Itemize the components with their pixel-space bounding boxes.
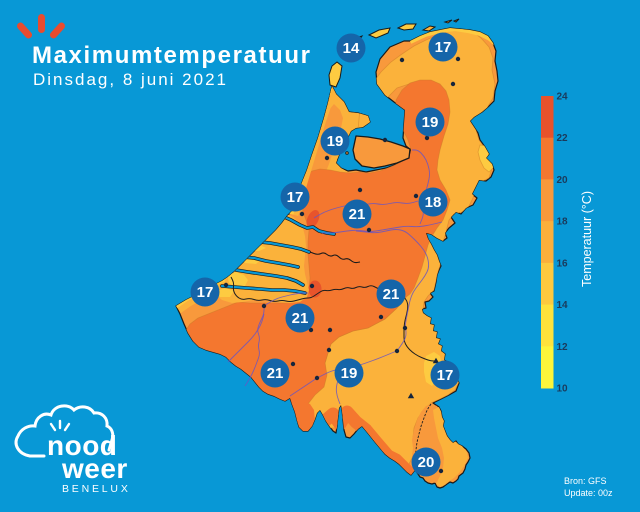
svg-text:17: 17 xyxy=(437,367,454,384)
svg-text:BENELUX: BENELUX xyxy=(62,483,131,495)
svg-text:Dinsdag, 8 juni 2021: Dinsdag, 8 juni 2021 xyxy=(33,70,228,89)
svg-text:weer: weer xyxy=(61,453,128,484)
svg-text:19: 19 xyxy=(341,365,358,382)
svg-text:nood: nood xyxy=(47,430,117,461)
svg-text:Maximumtemperatuur: Maximumtemperatuur xyxy=(32,42,312,69)
svg-text:21: 21 xyxy=(383,286,400,303)
svg-text:19: 19 xyxy=(327,133,344,150)
svg-text:19: 19 xyxy=(422,114,439,131)
svg-text:14: 14 xyxy=(343,40,360,57)
svg-text:18: 18 xyxy=(557,217,569,228)
svg-text:22: 22 xyxy=(557,133,569,144)
svg-text:20: 20 xyxy=(418,454,435,471)
svg-text:24: 24 xyxy=(557,92,569,103)
svg-text:Update: 00z: Update: 00z xyxy=(564,488,613,498)
svg-text:21: 21 xyxy=(292,310,309,327)
svg-text:Temperatuur (°C): Temperatuur (°C) xyxy=(580,191,594,287)
svg-text:17: 17 xyxy=(435,39,452,56)
svg-text:Bron: GFS: Bron: GFS xyxy=(564,476,607,486)
svg-text:17: 17 xyxy=(197,284,214,301)
svg-text:14: 14 xyxy=(557,300,569,311)
svg-text:17: 17 xyxy=(287,189,304,206)
svg-text:16: 16 xyxy=(557,258,569,269)
svg-text:21: 21 xyxy=(267,365,284,382)
svg-text:10: 10 xyxy=(557,384,569,395)
svg-text:20: 20 xyxy=(557,175,569,186)
svg-text:18: 18 xyxy=(425,194,442,211)
svg-text:12: 12 xyxy=(557,342,569,353)
svg-text:21: 21 xyxy=(349,206,366,223)
